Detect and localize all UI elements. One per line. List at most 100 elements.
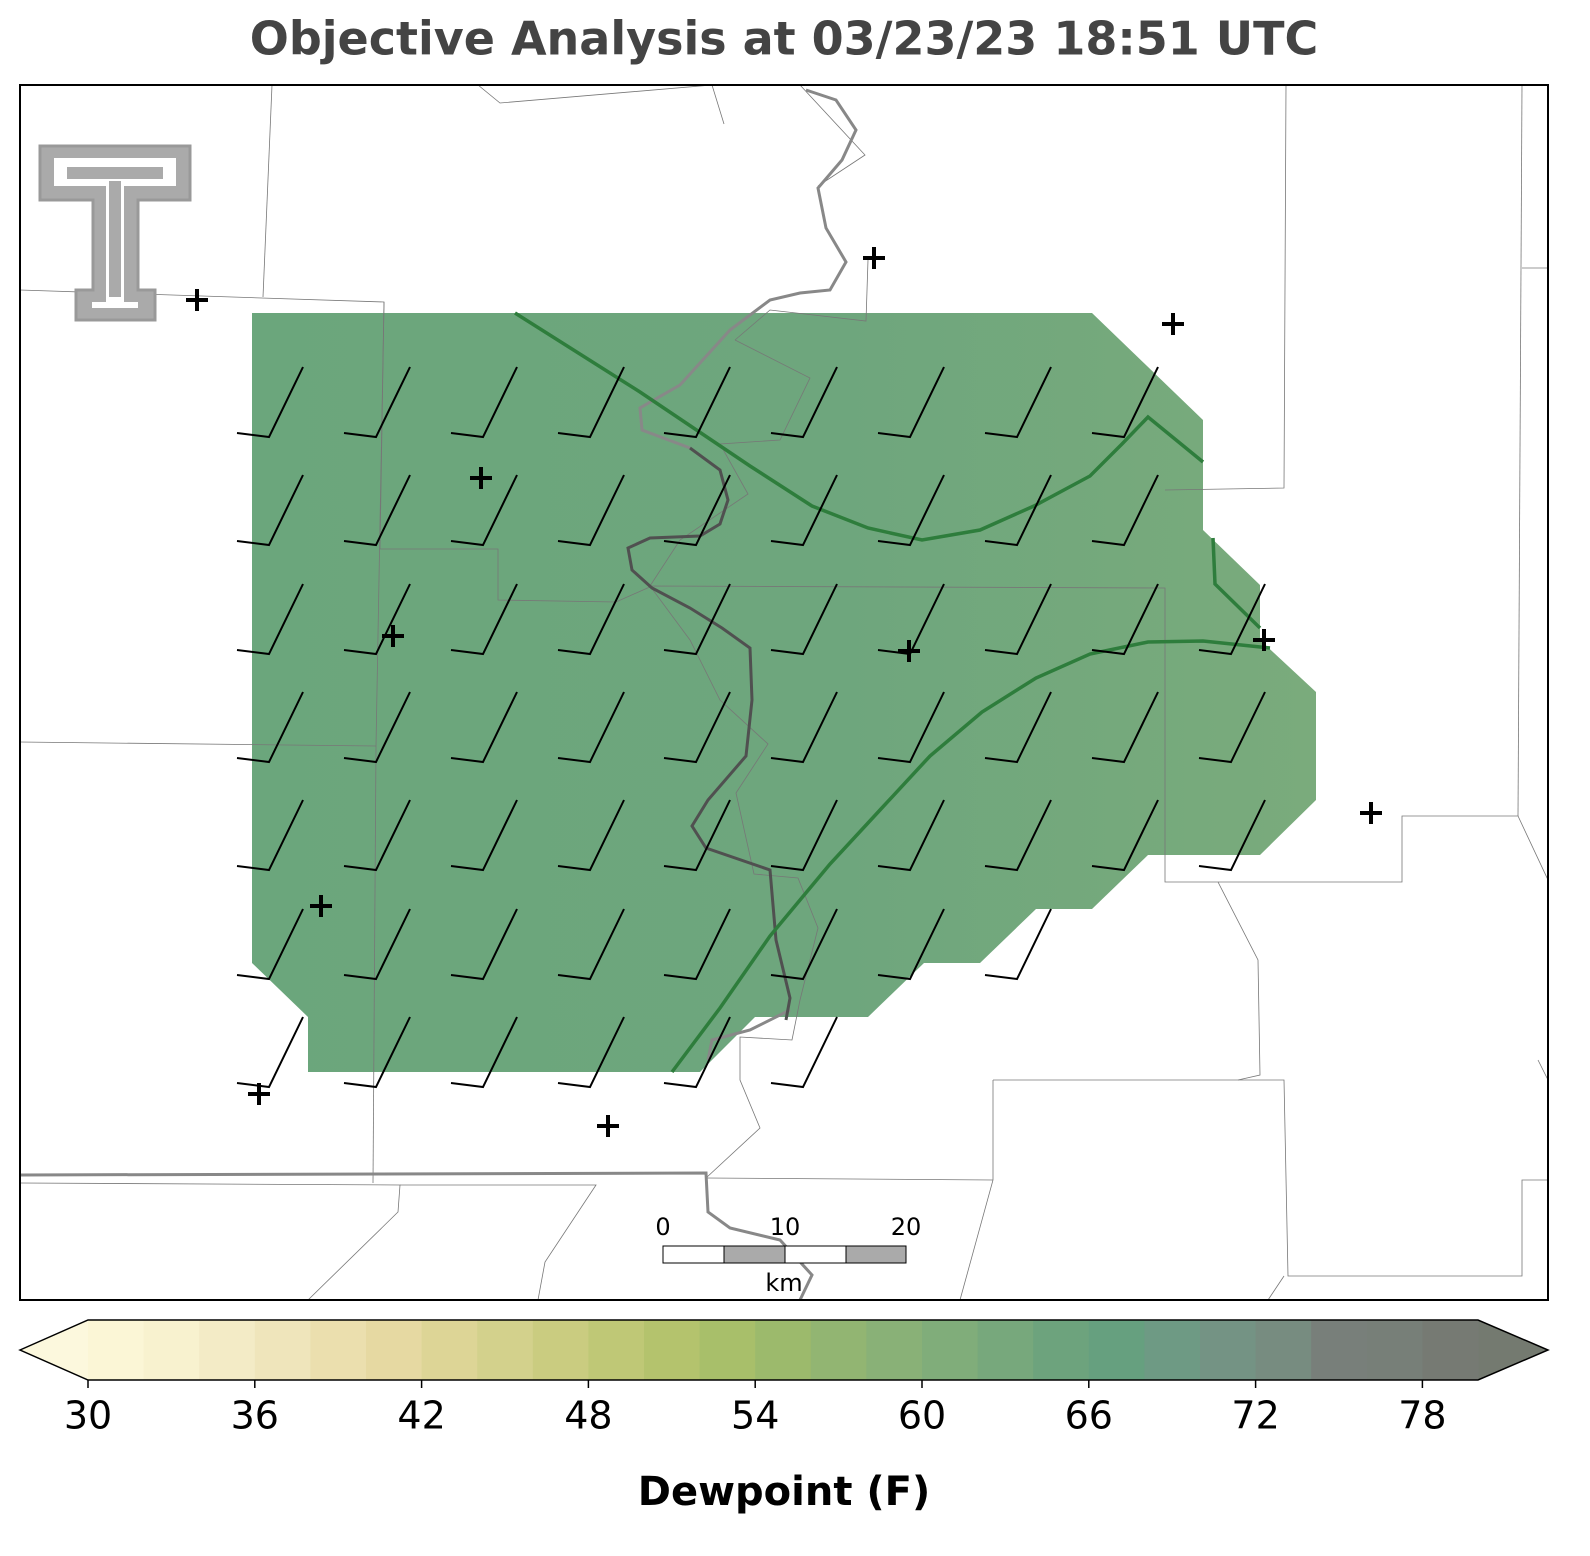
colorbar: 30 36 42 48 54 60 66 72 78 xyxy=(18,1319,1550,1438)
wind-barb xyxy=(343,1016,411,1089)
wind-barb xyxy=(557,799,625,872)
colorbar-bin xyxy=(88,1320,145,1380)
colorbar-tick-label: 30 xyxy=(64,1394,112,1438)
wind-barb xyxy=(663,1016,731,1089)
wind-barb xyxy=(984,474,1052,547)
colorbar-tick-label: 72 xyxy=(1231,1394,1279,1438)
wind-barb xyxy=(663,908,731,981)
colorbar-tick-label: 42 xyxy=(397,1394,445,1438)
wind-barb xyxy=(663,474,731,547)
wind-barb xyxy=(557,583,625,656)
wind-barb xyxy=(236,799,304,872)
stations xyxy=(186,247,1382,1137)
map: 0 10 20 km xyxy=(19,84,1549,1301)
colorbar-tick-label: 78 xyxy=(1398,1394,1446,1438)
wind-barb xyxy=(450,583,518,656)
county-borders xyxy=(20,85,1548,1300)
wind-barb xyxy=(984,691,1052,764)
scale-label: 20 xyxy=(891,1213,922,1241)
wind-barb xyxy=(343,474,411,547)
colorbar-bin xyxy=(1144,1320,1201,1380)
wind-barb xyxy=(236,691,304,764)
wind-barb xyxy=(1198,691,1266,764)
colorbar-bin xyxy=(199,1320,256,1380)
wind-barb xyxy=(984,799,1052,872)
wind-barb xyxy=(877,474,945,547)
scale-segment xyxy=(845,1245,907,1264)
colorbar-label: Dewpoint (F) xyxy=(638,1469,931,1515)
colorbar-bin xyxy=(866,1320,923,1380)
wind-barb xyxy=(770,1016,838,1089)
wind-barb xyxy=(663,799,731,872)
wind-barb xyxy=(770,799,838,872)
wind-barb xyxy=(450,474,518,547)
scale-unit: km xyxy=(765,1269,802,1297)
wind-barb xyxy=(877,908,945,981)
wind-barb xyxy=(663,691,731,764)
colorbar-bin xyxy=(1200,1320,1257,1380)
colorbar-tick-label: 66 xyxy=(1065,1394,1113,1438)
colorbar-bin xyxy=(532,1320,589,1380)
wind-barb xyxy=(557,474,625,547)
wind-barb xyxy=(663,366,731,439)
wind-barb xyxy=(343,691,411,764)
wind-barb xyxy=(343,366,411,439)
colorbar-under xyxy=(20,1320,88,1380)
wind-barb xyxy=(770,366,838,439)
colorbar-bin xyxy=(1422,1320,1479,1380)
scale-label: 0 xyxy=(655,1213,670,1241)
scale-segment xyxy=(784,1245,847,1264)
wind-barb xyxy=(1091,799,1159,872)
colorbar-tick-label: 60 xyxy=(898,1394,946,1438)
wind-barb xyxy=(877,366,945,439)
colorbar-bin xyxy=(644,1320,701,1380)
colorbar-bin xyxy=(1311,1320,1368,1380)
colorbar-bin xyxy=(1088,1320,1145,1380)
colorbar-bin xyxy=(1366,1320,1423,1380)
river xyxy=(626,446,792,1021)
wind-barb xyxy=(236,366,304,439)
wind-barb xyxy=(1091,691,1159,764)
wind-barb xyxy=(450,799,518,872)
scale-label: 10 xyxy=(770,1213,801,1241)
colorbar-bin xyxy=(755,1320,812,1380)
wind-barb xyxy=(450,366,518,439)
scale-segment xyxy=(723,1245,786,1264)
colorbar-bin xyxy=(810,1320,867,1380)
wind-barb xyxy=(1091,366,1159,439)
colorbar-bin xyxy=(1255,1320,1312,1380)
wind-barb xyxy=(557,908,625,981)
title: Objective Analysis at 03/23/23 18:51 UTC xyxy=(250,12,1319,66)
wind-barb xyxy=(1198,799,1266,872)
wind-barb xyxy=(877,799,945,872)
map-frame xyxy=(19,84,1549,1301)
wind-barb xyxy=(984,583,1052,656)
wind-barb xyxy=(984,908,1052,981)
colorbar-over xyxy=(1478,1320,1548,1380)
colorbar-bin xyxy=(977,1320,1034,1380)
wind-barb xyxy=(236,474,304,547)
ttu-logo xyxy=(38,144,192,322)
wind-barb xyxy=(450,908,518,981)
wind-barb xyxy=(236,1016,304,1089)
wind-barb xyxy=(450,691,518,764)
colorbar-bin xyxy=(1033,1320,1090,1380)
wind-barb xyxy=(557,366,625,439)
wind-barb xyxy=(1091,583,1159,656)
wind-barb xyxy=(770,908,838,981)
scale-segment xyxy=(662,1245,725,1264)
wind-barb xyxy=(1198,583,1266,656)
wind-barb xyxy=(236,908,304,981)
colorbar-tick-label: 54 xyxy=(731,1394,779,1438)
wind-barb xyxy=(984,366,1052,439)
wind-barb xyxy=(557,1016,625,1089)
wind-barb xyxy=(343,583,411,656)
colorbar-tick-label: 48 xyxy=(564,1394,612,1438)
wind-barb xyxy=(450,1016,518,1089)
wind-barb xyxy=(343,908,411,981)
wind-barb xyxy=(770,583,838,656)
colorbar-bin xyxy=(254,1320,311,1380)
colorbar-bin xyxy=(143,1320,200,1380)
colorbar-bin xyxy=(366,1320,423,1380)
